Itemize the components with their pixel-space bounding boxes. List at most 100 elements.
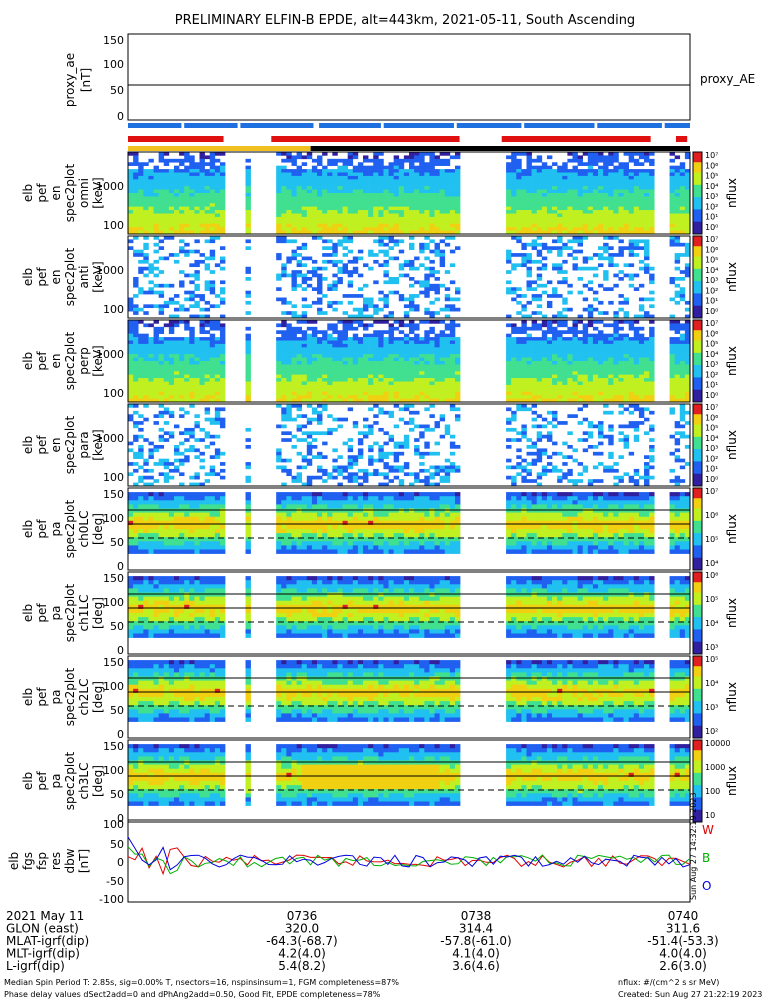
spectrogram-cell: [158, 230, 165, 235]
spectrogram-cell: [148, 475, 154, 480]
spectrogram-cell: [158, 427, 165, 432]
spectrogram-cell: [245, 347, 251, 352]
spectrogram-cell: [516, 343, 522, 348]
spectrogram-cell: [179, 357, 185, 362]
spectrogram-cell: [163, 337, 170, 341]
spectrogram-cell: [189, 333, 195, 338]
spectrogram-cell: [552, 162, 558, 166]
spectrogram-cell: [286, 371, 292, 375]
spectrogram-cell: [557, 246, 563, 250]
spectrogram-cell: [674, 186, 681, 190]
spectrogram-cell: [296, 340, 303, 345]
spectrogram-cell: [628, 398, 635, 403]
spectrogram-cell: [163, 367, 170, 372]
spectrogram-cell: [179, 378, 185, 382]
spectrogram-cell: [506, 182, 512, 187]
spectrogram-cell: [536, 236, 543, 240]
spectrogram-cell: [633, 203, 640, 207]
spectrogram-cell: [219, 381, 226, 386]
spectrogram-cell: [587, 378, 594, 382]
spectrogram-cell: [439, 330, 446, 334]
spectrogram-cell: [138, 333, 144, 338]
colorbar-cell: [693, 350, 702, 354]
spectrogram-cell: [286, 354, 292, 358]
spectrogram-cell: [148, 270, 154, 274]
spectrogram-cell: [649, 388, 655, 393]
spectrogram-cell: [388, 246, 394, 250]
spectrogram-cell: [163, 196, 170, 201]
spectrogram-cell: [173, 364, 180, 369]
spectrogram-cell: [138, 165, 144, 170]
spectrogram-cell: [409, 361, 415, 365]
spectrogram-cell: [209, 223, 216, 228]
spectrogram-cell: [414, 347, 420, 352]
spectrogram-cell: [286, 381, 292, 386]
spectrogram-cell: [679, 357, 686, 362]
spectrogram-cell: [409, 246, 415, 250]
spectrogram-cell: [173, 378, 180, 382]
spectrogram-cell: [587, 256, 594, 261]
spectrogram-cell: [219, 314, 226, 319]
spectrogram-cell: [429, 249, 435, 254]
spectrogram-cell: [357, 374, 364, 379]
spectrogram-cell: [439, 395, 446, 399]
spectrogram-cell: [424, 165, 430, 170]
spectrogram-cell: [409, 391, 415, 396]
spectrogram-cell: [189, 427, 195, 432]
spectrogram-cell: [291, 333, 297, 338]
colorbar-tick-label: 10⁴: [705, 182, 718, 191]
spectrogram-cell: [357, 256, 364, 261]
spectrogram-cell: [311, 236, 318, 240]
spectrogram-cell: [173, 220, 180, 225]
spectrogram-cell: [368, 395, 374, 399]
spectrogram-cell: [276, 277, 282, 281]
spectrogram-cell: [557, 320, 563, 324]
spectrogram-cell: [531, 326, 538, 331]
spectrogram-cell: [168, 196, 175, 201]
spectrogram-cell: [128, 179, 134, 184]
spectrogram-cell: [424, 371, 430, 375]
spectrogram-cell: [204, 172, 211, 177]
spectrogram-cell: [327, 326, 333, 331]
spectrogram-cell: [531, 381, 538, 386]
spectrogram-cell: [393, 378, 400, 382]
spectrogram-cell: [219, 213, 226, 218]
spectrogram-cell: [674, 283, 681, 288]
spectrogram-cell: [143, 337, 149, 341]
spectrogram-cell: [414, 169, 420, 173]
spectrogram-cell: [674, 384, 681, 389]
spectrogram-cell: [138, 398, 144, 403]
spectrogram-cell: [194, 391, 200, 396]
spectrogram-cell: [674, 223, 681, 228]
spectrogram-cell: [194, 220, 200, 225]
spectrogram-cell: [143, 417, 149, 422]
spectrogram-cell: [128, 343, 134, 348]
spectrogram-cell: [357, 391, 364, 396]
spectrogram-cell: [352, 384, 359, 389]
spectrogram-cell: [153, 340, 159, 345]
spectrogram-cell: [669, 398, 675, 403]
spectrogram-cell: [623, 227, 629, 231]
spectrogram-cell: [557, 193, 563, 197]
spectrogram-cell: [281, 223, 287, 228]
spectrogram-cell: [393, 361, 400, 365]
spectrogram-cell: [454, 337, 461, 341]
spectrogram-cell: [506, 333, 512, 338]
spectrogram-cell: [138, 213, 144, 218]
spectrogram-cell: [649, 354, 655, 358]
spectrogram-cell: [179, 175, 185, 180]
spectrogram-cell: [383, 350, 389, 355]
colorbar-cell: [693, 170, 702, 173]
spectrogram-cell: [536, 249, 543, 254]
spectrogram-cell: [587, 320, 594, 324]
spectrogram-cell: [133, 350, 139, 355]
spectrogram-cell: [454, 307, 461, 312]
spectrogram-cell: [388, 256, 394, 261]
spectrogram-cell: [168, 323, 175, 328]
spectrogram-cell: [194, 172, 200, 177]
spectrogram-cell: [214, 175, 221, 180]
spectrogram-cell: [679, 175, 686, 180]
spectrogram-cell: [526, 354, 532, 358]
spectrogram-cell: [332, 230, 338, 235]
spectrogram-cell: [138, 357, 144, 362]
